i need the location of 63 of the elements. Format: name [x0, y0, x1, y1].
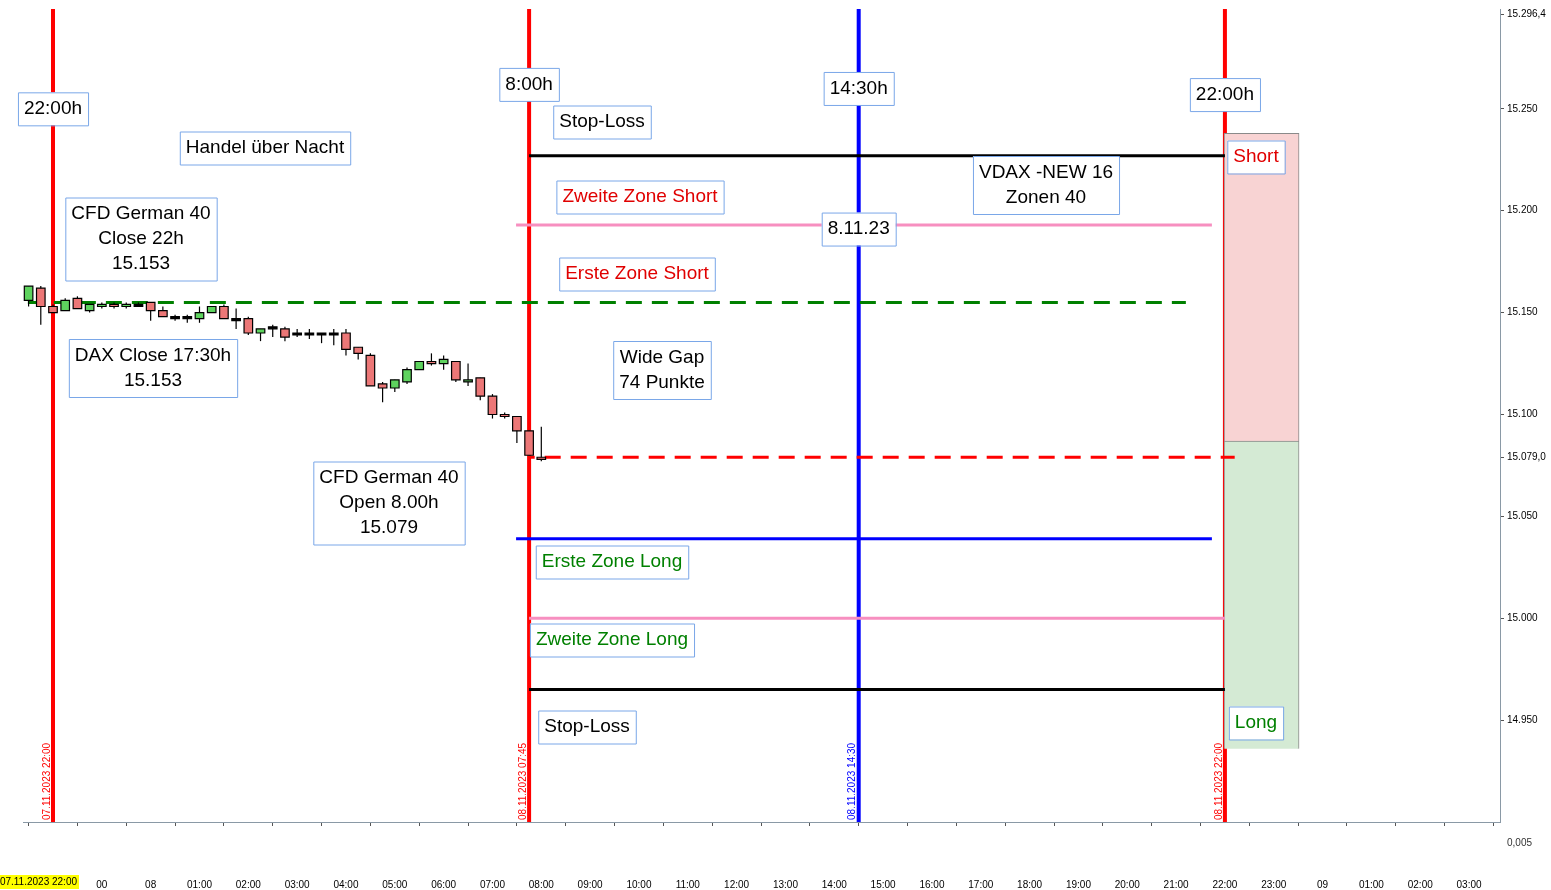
ref-line-label: 08.11.2023 07:45	[516, 742, 528, 820]
annotation: Stop-Loss	[544, 715, 630, 737]
x-tick-label: 01:00	[1358, 878, 1385, 890]
annotation: Erste Zone Long	[541, 550, 683, 572]
annotation: 8.11.23	[827, 217, 890, 239]
y-tick-label: 15.200	[1507, 204, 1539, 216]
y-tick-label: 14.950	[1507, 713, 1539, 725]
annotation: Long	[1234, 711, 1278, 733]
annotation: 14:30h	[829, 76, 888, 98]
x-tick-label: 08:00	[528, 878, 555, 890]
ref-line-label: 07.11.2023 22:00	[40, 742, 52, 820]
annotation: CFD German 40 Open 8.00h 15.079	[319, 466, 459, 538]
text: 0,005	[1507, 836, 1533, 848]
y-tick-label: 15.100	[1507, 408, 1539, 420]
ref-line-label: 08.11.2023 22:00	[1212, 742, 1224, 820]
x-tick-label: 18:00	[1017, 878, 1043, 890]
annotation: Wide Gap 74 Punkte	[619, 345, 705, 392]
y-tick-label: 15.050	[1507, 510, 1539, 522]
annotation: CFD German 40 Close 22h 15.153	[71, 202, 211, 274]
y-tick-label: 15.296,4	[1507, 8, 1547, 20]
x-tick-label: 09:00	[577, 878, 604, 890]
x-tick-label: 23:00	[1261, 878, 1287, 890]
annotation: 8:00h	[505, 72, 553, 94]
annotation: 22:00h	[1195, 82, 1254, 104]
x-tick-label: 19:00	[1065, 878, 1092, 890]
x-tick-label: 22:00	[1212, 878, 1238, 890]
annotation: Zweite Zone Short	[562, 185, 719, 207]
x-tick-label: 15:00	[870, 878, 897, 890]
annotation: DAX Close 17:30h 15.153	[74, 343, 232, 390]
y-tick-label: 15.079,0	[1507, 451, 1547, 463]
x-tick-label: 14:00	[821, 878, 848, 890]
x-tick-label: 03:00	[284, 878, 311, 890]
x-tick-label: 17:00	[968, 878, 994, 890]
x-tick-label: 13:00	[772, 878, 799, 890]
x-tick-label: 16:00	[919, 878, 945, 890]
annotation: Short	[1233, 145, 1280, 167]
x-tick-label: 01:00	[186, 878, 213, 890]
annotation: Erste Zone Short	[565, 262, 710, 284]
x-tick-label: 07:00	[479, 878, 506, 890]
annotation: Zweite Zone Long	[535, 628, 689, 650]
x-tick-label: 09	[1317, 878, 1329, 890]
annotation: 22:00h	[23, 97, 83, 119]
x-tick-label: 21:00	[1163, 878, 1190, 890]
annotation: VDAX -NEW 16 Zonen 40	[978, 160, 1114, 207]
x-tick-label: 20:00	[1114, 878, 1141, 890]
x-tick-label: 05:00	[382, 878, 408, 890]
x-tick-label: 00	[96, 878, 108, 890]
annotation: Stop-Loss	[559, 110, 645, 132]
ref-line-label: 08.11.2023 14:30	[846, 742, 858, 820]
y-tick-label: 15.000	[1507, 611, 1539, 623]
y-tick-label: 15.250	[1507, 102, 1539, 114]
x-tick-label: 08	[145, 878, 157, 890]
x-tick-label: 10:00	[626, 878, 652, 890]
x-tick-label: 03:00	[1456, 878, 1483, 890]
x-tick-label: 12:00	[724, 878, 750, 890]
x-tick-label: 02:00	[1407, 878, 1434, 890]
x-tick-label: 02:00	[235, 878, 262, 890]
text: 07.11.2023 22:00	[0, 875, 78, 887]
y-tick-label: 15.150	[1507, 306, 1539, 318]
x-tick-label: 04:00	[333, 878, 359, 890]
x-tick-label: 06:00	[431, 878, 457, 890]
x-tick-label: 11:00	[675, 878, 701, 890]
annotation: Handel über Nacht	[185, 136, 345, 158]
